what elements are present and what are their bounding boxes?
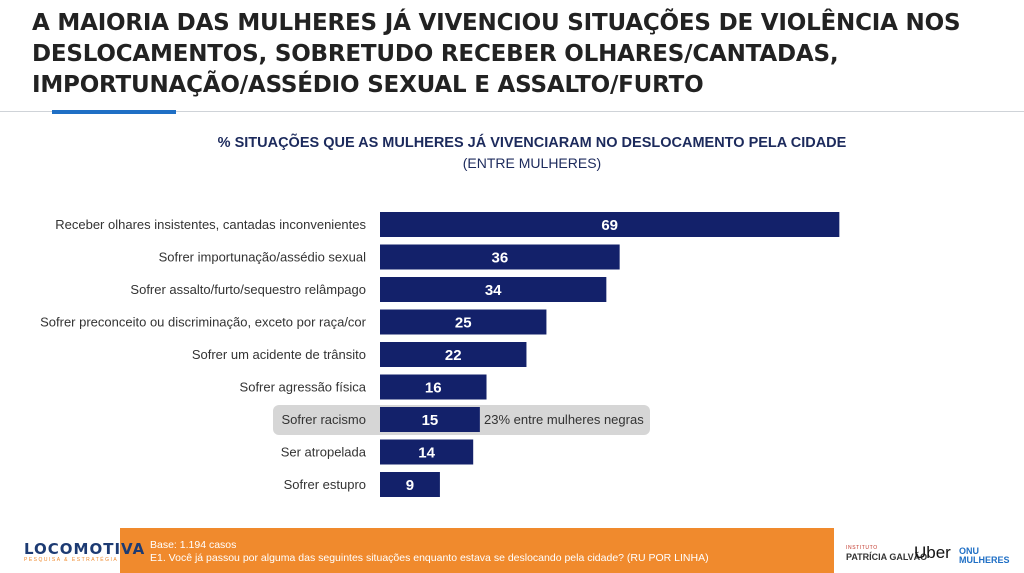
bar-3 (380, 277, 607, 302)
title-line-3: IMPORTUNAÇÃO/ASSÉDIO SEXUAL E ASSALTO/FU… (32, 72, 704, 98)
bar-6 (380, 374, 487, 400)
title-line-2: DESLOCAMENTOS, SOBRETUDO RECEBER OLHARES… (32, 41, 839, 67)
title-accent-bar (52, 110, 176, 114)
bar-1 (380, 212, 840, 237)
locomotiva-logo: LOCOMOTIVA PESQUISA & ESTRATÉGIA (24, 540, 145, 563)
onu-mulheres-logo: ONU MULHERES (959, 547, 1010, 565)
footer-base: Base: 1.194 casos (150, 539, 237, 551)
ipg-logo: INSTITUTO PATRÍCIA GALVÃO (846, 544, 927, 562)
category-label-7: Sofrer racismo (281, 412, 366, 427)
footer-band (120, 528, 834, 573)
chart-title: % SITUAÇÕES QUE AS MULHERES JÁ VIVENCIAR… (217, 135, 847, 151)
value-label-1: 69 (601, 217, 618, 234)
locomotiva-logo-text: LOCOMOTIVA (24, 540, 146, 558)
page-title: A MAIORIA DAS MULHERES JÁ VIVENCIOU SITU… (32, 8, 992, 101)
value-label-2: 36 (491, 250, 508, 267)
uber-logo: Uber (914, 543, 951, 562)
footer-question: E1. Você já passou por alguma das seguin… (150, 552, 709, 564)
value-label-3: 34 (485, 282, 502, 299)
category-label-4: Sofrer preconceito ou discriminação, exc… (40, 315, 367, 330)
bar-5 (380, 342, 527, 367)
bar-8 (380, 439, 474, 465)
category-label-2: Sofrer importunação/assédio sexual (159, 250, 367, 265)
locomotiva-logo-tagline: PESQUISA & ESTRATÉGIA (24, 557, 119, 563)
bar-2 (380, 244, 620, 270)
title-line-1: A MAIORIA DAS MULHERES JÁ VIVENCIOU SITU… (32, 10, 961, 36)
value-label-8: 14 (418, 445, 435, 462)
category-label-6: Sofrer agressão física (240, 380, 367, 395)
category-label-8: Ser atropelada (281, 445, 367, 460)
onu-logo-line1: ONU (959, 546, 979, 556)
category-label-3: Sofrer assalto/furto/sequestro relâmpago (130, 282, 366, 297)
chart-subtitle: (ENTRE MULHERES) (462, 155, 602, 171)
value-label-9: 9 (406, 477, 414, 494)
category-label-5: Sofrer um acidente de trânsito (192, 347, 366, 362)
onu-logo-line2: MULHERES (959, 555, 1010, 565)
ipg-logo-name: PATRÍCIA GALVÃO (846, 552, 928, 562)
racism-note: 23% entre mulheres negras (484, 412, 644, 427)
bar-9 (380, 472, 440, 497)
category-label-9: Sofrer estupro (284, 477, 366, 492)
value-label-4: 25 (455, 315, 472, 332)
title-divider (0, 111, 1024, 112)
bar-chart: Receber olhares insistentes, cantadas in… (40, 212, 840, 497)
bar-4 (380, 309, 547, 335)
value-label-6: 16 (425, 380, 442, 397)
value-label-7: 15 (422, 412, 439, 429)
value-label-5: 22 (445, 347, 462, 364)
ipg-logo-small: INSTITUTO (846, 545, 878, 551)
footer: Base: 1.194 casos E1. Você já passou por… (0, 528, 1024, 573)
category-label-1: Receber olhares insistentes, cantadas in… (55, 217, 366, 232)
footer-notes: Base: 1.194 casos E1. Você já passou por… (150, 539, 709, 565)
bar-7 (380, 407, 480, 432)
